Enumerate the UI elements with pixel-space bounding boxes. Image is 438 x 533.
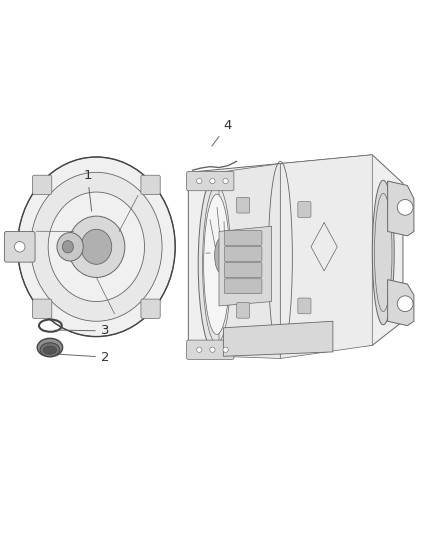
Ellipse shape — [31, 172, 162, 321]
Circle shape — [197, 179, 202, 184]
FancyBboxPatch shape — [224, 247, 262, 262]
FancyBboxPatch shape — [298, 201, 311, 217]
FancyBboxPatch shape — [187, 172, 234, 191]
Ellipse shape — [81, 229, 112, 264]
Ellipse shape — [198, 173, 236, 355]
FancyBboxPatch shape — [224, 231, 262, 246]
Ellipse shape — [215, 238, 228, 273]
Polygon shape — [280, 155, 372, 359]
FancyBboxPatch shape — [237, 302, 250, 318]
Circle shape — [14, 241, 25, 252]
Polygon shape — [223, 321, 333, 356]
FancyBboxPatch shape — [32, 299, 52, 318]
FancyBboxPatch shape — [141, 299, 160, 318]
Circle shape — [223, 179, 228, 184]
Ellipse shape — [372, 180, 394, 325]
Polygon shape — [388, 181, 414, 236]
Text: 4: 4 — [212, 118, 232, 146]
Ellipse shape — [48, 192, 145, 302]
FancyBboxPatch shape — [187, 340, 234, 359]
Polygon shape — [219, 164, 280, 359]
Ellipse shape — [37, 338, 63, 357]
Circle shape — [397, 199, 413, 215]
FancyBboxPatch shape — [237, 197, 250, 213]
FancyBboxPatch shape — [224, 279, 262, 294]
Ellipse shape — [204, 194, 230, 334]
Polygon shape — [388, 280, 414, 326]
FancyBboxPatch shape — [4, 231, 35, 262]
FancyBboxPatch shape — [141, 175, 160, 195]
Text: 1: 1 — [83, 169, 92, 211]
Ellipse shape — [57, 232, 83, 261]
Ellipse shape — [62, 241, 73, 253]
Circle shape — [197, 347, 202, 352]
Text: 3: 3 — [55, 325, 109, 337]
Ellipse shape — [68, 216, 125, 278]
FancyBboxPatch shape — [32, 175, 52, 195]
FancyBboxPatch shape — [224, 263, 262, 278]
Circle shape — [210, 179, 215, 184]
Polygon shape — [188, 155, 403, 356]
Text: 2: 2 — [60, 351, 109, 364]
Circle shape — [397, 296, 413, 312]
FancyBboxPatch shape — [298, 298, 311, 314]
Ellipse shape — [40, 343, 60, 357]
Ellipse shape — [43, 346, 57, 354]
Circle shape — [223, 347, 228, 352]
Circle shape — [210, 347, 215, 352]
Ellipse shape — [18, 157, 175, 336]
Polygon shape — [219, 226, 272, 306]
